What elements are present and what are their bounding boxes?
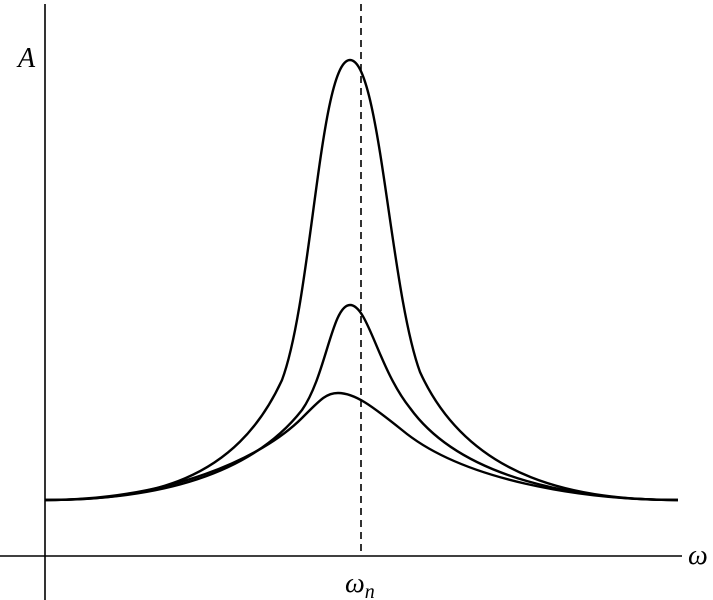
marker-symbol: ω [345,568,365,599]
marker-label: ωn [345,568,375,600]
y-axis-label: A [16,43,36,74]
resonance-curve-low-damping [44,58,679,502]
resonance-curve-medium-damping [44,303,679,502]
x-axis-label: ω [688,540,708,571]
resonance-curve-high-damping [44,391,679,502]
marker-subscript: n [365,581,375,600]
